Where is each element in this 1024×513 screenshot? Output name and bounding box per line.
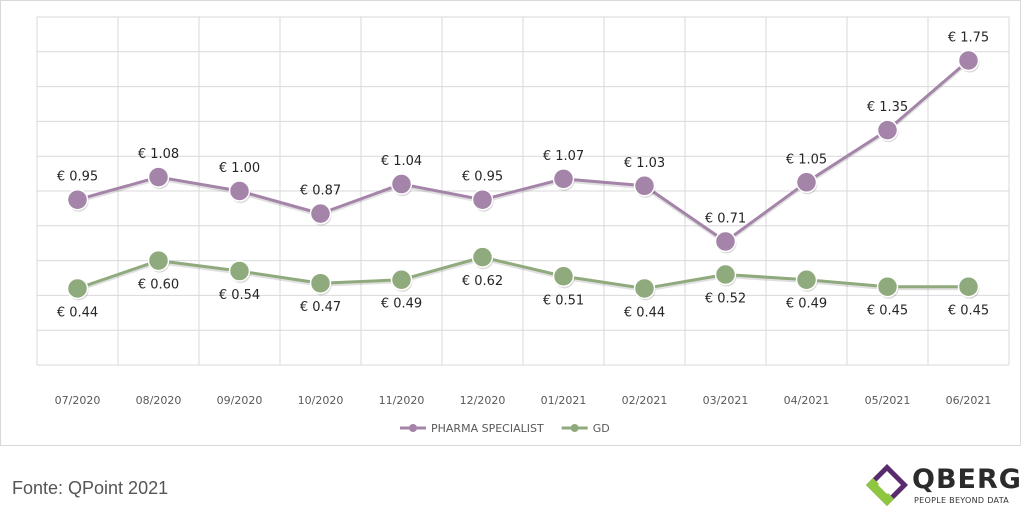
data-label: € 0.62 xyxy=(462,274,503,289)
data-point xyxy=(309,272,332,294)
legend-entry: PHARMA SPECIALIST xyxy=(431,422,544,435)
data-label: € 0.49 xyxy=(786,297,827,312)
data-label: € 0.87 xyxy=(300,184,341,199)
data-label: € 0.52 xyxy=(705,292,746,307)
series-0: € 0.95 € 1.08 € 1.00 € 0.87 € 1.04 € 0.95 € 1.… xyxy=(57,31,989,254)
x-tick-label: 10/2020 xyxy=(298,394,344,407)
data-label: € 0.54 xyxy=(219,288,260,303)
x-tick-label: 06/2021 xyxy=(946,394,992,407)
data-label: € 0.60 xyxy=(138,278,179,293)
data-label: € 0.71 xyxy=(705,211,746,226)
source-note: Fonte: QPoint 2021 xyxy=(12,478,169,498)
data-label: € 0.49 xyxy=(381,297,422,312)
data-point xyxy=(471,188,494,211)
data-point xyxy=(957,275,980,298)
data-label: € 0.95 xyxy=(57,170,98,185)
data-point xyxy=(471,246,494,268)
data-point xyxy=(795,268,818,291)
data-label: € 0.47 xyxy=(300,300,341,315)
data-point xyxy=(714,263,737,286)
line-chart: 07/2020 08/2020 09/2020 10/2020 11/2020 12/20… xyxy=(36,16,1010,435)
x-axis-ticks: 07/2020 08/2020 09/2020 10/2020 11/2020 12/20… xyxy=(55,394,992,407)
data-label: € 1.08 xyxy=(138,147,179,162)
data-label: € 0.44 xyxy=(624,305,665,320)
series-line xyxy=(77,255,969,290)
x-tick-label: 08/2020 xyxy=(136,394,182,407)
x-tick-label: 04/2021 xyxy=(784,394,830,407)
x-tick-label: 07/2020 xyxy=(55,394,101,407)
series-1: € 0.44 € 0.60 € 0.54 € 0.47 € 0.49 € 0.62 € 0.… xyxy=(57,246,989,320)
x-tick-label: 02/2021 xyxy=(622,394,668,407)
data-label: € 1.75 xyxy=(948,31,989,46)
chart-frame xyxy=(0,0,1021,446)
data-point xyxy=(552,168,575,190)
x-tick-label: 01/2021 xyxy=(541,394,587,407)
data-point xyxy=(633,277,656,300)
data-point xyxy=(66,277,89,300)
data-point xyxy=(66,188,89,211)
data-point xyxy=(390,173,413,195)
series-line-shadow xyxy=(77,61,970,246)
legend-swatch-marker xyxy=(570,424,579,432)
data-point xyxy=(390,268,413,291)
qberg-logo-mark xyxy=(866,464,908,506)
qberg-logo: QBERG PEOPLE BEYOND DATA xyxy=(864,462,1021,510)
data-point xyxy=(876,119,899,141)
x-tick-label: 11/2020 xyxy=(379,394,425,407)
data-point xyxy=(795,171,818,194)
data-point xyxy=(714,230,737,253)
data-point xyxy=(552,265,575,288)
logo-tagline: PEOPLE BEYOND DATA xyxy=(914,496,1010,505)
data-point xyxy=(228,260,251,282)
data-label: € 0.45 xyxy=(867,304,908,319)
data-label: € 1.04 xyxy=(381,154,422,169)
gridlines xyxy=(36,16,1010,366)
data-label: € 1.00 xyxy=(219,161,260,176)
data-point xyxy=(876,275,899,298)
data-point xyxy=(228,180,251,202)
legend: PHARMA SPECIALIST GD xyxy=(400,422,610,435)
data-label: € 0.95 xyxy=(462,170,503,185)
data-label: € 1.07 xyxy=(543,149,584,164)
data-point xyxy=(957,49,980,72)
legend-entry: GD xyxy=(593,422,610,435)
logo-wordmark: QBERG xyxy=(912,464,1022,495)
x-tick-label: 05/2021 xyxy=(865,394,911,407)
data-point xyxy=(147,249,170,272)
x-tick-label: 09/2020 xyxy=(217,394,263,407)
data-label: € 0.51 xyxy=(543,293,584,308)
data-label: € 0.44 xyxy=(57,305,98,320)
data-point xyxy=(309,202,332,225)
data-label: € 1.35 xyxy=(867,100,908,115)
data-label: € 0.45 xyxy=(948,304,989,319)
data-point xyxy=(633,175,656,197)
data-label: € 1.05 xyxy=(786,152,827,167)
series-line xyxy=(77,59,970,243)
series-line-shadow xyxy=(77,257,969,292)
x-tick-label: 03/2021 xyxy=(703,394,749,407)
legend-swatch-marker xyxy=(409,424,417,432)
x-tick-label: 12/2020 xyxy=(460,394,506,407)
data-label: € 1.03 xyxy=(624,156,665,171)
data-point xyxy=(147,166,170,188)
